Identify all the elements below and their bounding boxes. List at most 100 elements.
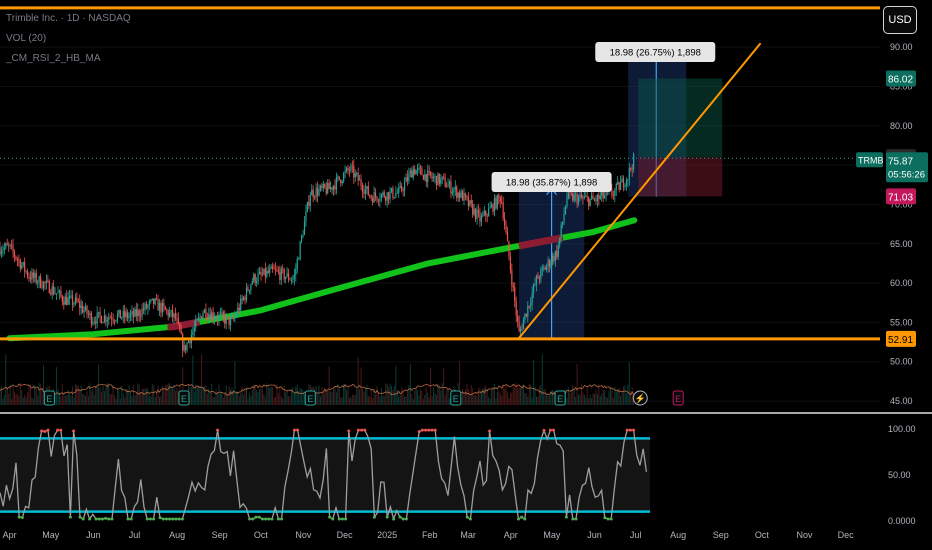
candle-body [414, 168, 416, 175]
candle-body [330, 187, 332, 190]
candle-body [388, 192, 390, 200]
volume-bar [569, 393, 571, 405]
candle-body [350, 165, 352, 171]
candle-body [37, 282, 39, 284]
candle-body [2, 249, 4, 252]
volume-bar [492, 388, 494, 405]
candle-body [12, 245, 14, 252]
time-tick-label: Apr [504, 530, 518, 540]
volume-bar [243, 394, 245, 405]
candle-body [70, 295, 72, 297]
volume-bar [502, 385, 504, 405]
candle-body [227, 316, 229, 317]
candle-body [633, 153, 635, 170]
rsi-oversold-dot [257, 515, 261, 519]
volume-bar [209, 392, 211, 405]
candle-body [535, 275, 538, 285]
candle-body [276, 269, 278, 271]
rsi-indicator-label[interactable]: _CM_RSI_2_HB_MA [6, 53, 101, 64]
candle-body [26, 271, 29, 277]
position-target-zone [638, 78, 723, 158]
rsi-oversold-dot [251, 517, 255, 521]
volume-bar [288, 396, 290, 405]
candle-body [150, 299, 152, 302]
candle-body [615, 183, 617, 191]
volume-bar [462, 389, 464, 405]
candle-body [417, 167, 419, 171]
volume-bar [246, 387, 247, 405]
volume-bar [24, 394, 26, 405]
candle-body [180, 331, 182, 334]
volume-bar [566, 398, 568, 405]
time-tick-label: Nov [796, 530, 813, 540]
candle-body [80, 305, 82, 309]
volume-bar [6, 388, 8, 405]
time-tick-label: May [42, 530, 60, 540]
candle-body [589, 198, 591, 206]
candle-body [145, 303, 148, 309]
candle-body [403, 182, 406, 191]
rsi-overbought-dot [417, 430, 421, 434]
future-earnings-label: E [675, 394, 681, 404]
candle-body [575, 194, 577, 196]
volume-bar [576, 363, 578, 405]
candle-body [588, 197, 590, 206]
volume-bar [12, 385, 14, 405]
volume-bar [221, 392, 223, 405]
volume-bar [328, 366, 330, 405]
time-tick-label: Oct [254, 530, 269, 540]
candle-body [559, 237, 561, 246]
volume-bar [596, 394, 598, 405]
candle-body [432, 177, 435, 179]
volume-bar [190, 387, 192, 405]
support-price-label-bg [886, 330, 916, 347]
volume-bar [399, 394, 401, 405]
candle-body [401, 185, 403, 191]
volume-bar [135, 392, 137, 405]
volume-bar [230, 389, 232, 405]
candle-body [421, 168, 423, 176]
candle-body [562, 221, 564, 225]
volume-indicator-label[interactable]: VOL (20) [6, 33, 47, 44]
candle-body [185, 344, 187, 351]
volume-bar [57, 389, 59, 405]
moving-average-highlight [518, 234, 564, 250]
volume-bar [406, 390, 408, 405]
volume-bar [37, 395, 39, 405]
volume-bar [327, 391, 329, 405]
volume-bar [534, 386, 536, 405]
candle-body [425, 174, 427, 183]
candle-body [280, 268, 282, 280]
candle-body [274, 269, 277, 271]
candle-body [340, 179, 342, 184]
currency-button[interactable]: USD [883, 6, 917, 34]
candle-body [121, 317, 123, 319]
volume-bar [9, 384, 11, 405]
volume-bar [234, 361, 236, 405]
candle-body [480, 216, 482, 222]
volume-bar [470, 384, 472, 405]
volume-bar [531, 397, 533, 405]
candle-body [379, 199, 381, 202]
volume-bar [514, 387, 516, 405]
rsi-pane [0, 428, 650, 522]
candle-body [322, 183, 324, 188]
candle-body [106, 319, 108, 322]
earnings-label: E [181, 394, 187, 404]
volume-bar [363, 391, 365, 405]
volume-bar [478, 388, 479, 405]
candle-body [250, 284, 252, 291]
candle-body [142, 308, 145, 311]
candle-body [289, 279, 291, 281]
candle-body [232, 317, 235, 319]
volume-bar [440, 390, 442, 405]
volume-bar [257, 392, 259, 405]
volume-bar [366, 385, 368, 405]
volume-bar [267, 385, 269, 405]
target-price-label-bg [886, 70, 916, 87]
volume-bar [415, 388, 417, 405]
candle-body [392, 188, 394, 198]
volume-bar [0, 386, 2, 405]
candle-body [308, 202, 310, 206]
